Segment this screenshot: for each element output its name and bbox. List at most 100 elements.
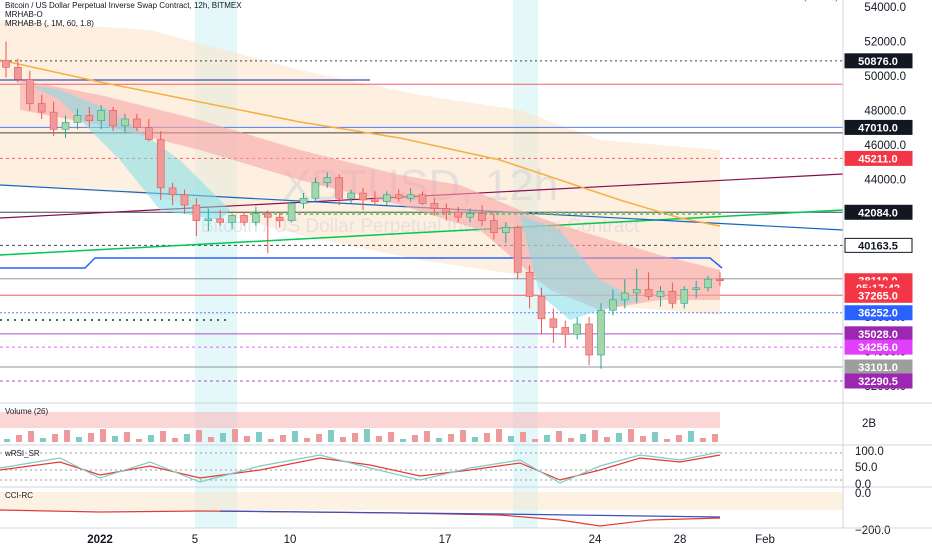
dotted-marker bbox=[189, 319, 191, 321]
dotted-marker bbox=[175, 319, 177, 321]
volume-bar bbox=[340, 437, 346, 442]
candle-body bbox=[263, 213, 272, 218]
dotted-marker bbox=[502, 212, 505, 215]
dotted-marker bbox=[514, 212, 517, 215]
price-pane[interactable]: (49518.0)(46695.0)(38225.0) bbox=[0, 0, 843, 382]
volume-bar bbox=[4, 439, 10, 442]
volume-bar bbox=[472, 437, 478, 442]
price-tag-label: 37265.0 bbox=[858, 290, 898, 302]
indicator-legend-mrhab-b[interactable]: MRHAB-B (, 1M, 60, 1.8) bbox=[5, 19, 94, 28]
candle-body bbox=[323, 177, 332, 184]
candle-body bbox=[644, 289, 653, 297]
price-tag-box bbox=[844, 373, 913, 389]
cci-pane-label[interactable]: CCI-RC bbox=[5, 491, 33, 500]
price-tick-label: 48000.0 bbox=[864, 105, 906, 117]
volume-bar bbox=[124, 432, 130, 442]
candle-body bbox=[537, 296, 546, 320]
volume-bar bbox=[400, 439, 406, 442]
dotted-marker bbox=[562, 212, 565, 215]
volume-bar bbox=[676, 435, 682, 442]
time-tick-label: 24 bbox=[589, 534, 602, 546]
dotted-marker bbox=[706, 212, 709, 215]
moving-average bbox=[0, 59, 721, 227]
price-tag-box bbox=[844, 305, 913, 321]
cci-signal bbox=[219, 510, 721, 518]
dotted-marker bbox=[556, 212, 559, 215]
volume-bar bbox=[40, 438, 46, 442]
volume-bar bbox=[16, 435, 22, 442]
dotted-marker bbox=[182, 319, 184, 321]
time-tick-label: 2022 bbox=[87, 534, 113, 546]
time-axis[interactable]: 2022 5 10 17 24 28 Feb bbox=[0, 527, 932, 546]
dotted-marker bbox=[442, 212, 445, 215]
dotted-marker bbox=[592, 212, 595, 215]
volume-bar bbox=[328, 430, 334, 442]
volume-bar bbox=[436, 438, 442, 442]
dotted-marker bbox=[532, 212, 535, 215]
candle-body bbox=[168, 187, 177, 196]
dotted-marker bbox=[346, 212, 349, 215]
candle-body bbox=[466, 213, 474, 218]
volume-bar bbox=[136, 439, 142, 442]
dotted-marker bbox=[688, 212, 691, 215]
indicator-legend-mrhab-o[interactable]: MRHAB-O bbox=[5, 10, 43, 19]
stepline bbox=[0, 257, 723, 269]
volume-bar bbox=[364, 429, 370, 442]
candle-body bbox=[442, 208, 451, 213]
dotted-marker bbox=[424, 212, 427, 215]
dotted-marker bbox=[274, 212, 277, 215]
price-tick-label: 46000.0 bbox=[864, 140, 906, 152]
volume-bar bbox=[316, 434, 322, 442]
time-tick-label: Feb bbox=[755, 534, 775, 546]
candle-body bbox=[549, 318, 558, 328]
dotted-marker bbox=[700, 212, 703, 215]
dotted-marker bbox=[250, 212, 253, 215]
time-tick-label: 17 bbox=[439, 534, 452, 546]
price-tag-box bbox=[844, 339, 913, 355]
price-tag-label: 47010.0 bbox=[858, 122, 898, 134]
volume-bar bbox=[184, 434, 190, 442]
volume-bar bbox=[592, 430, 598, 442]
dotted-marker bbox=[14, 319, 16, 321]
candle-body bbox=[61, 122, 70, 130]
candle-body bbox=[14, 66, 22, 80]
trendline-support bbox=[0, 209, 843, 256]
dotted-marker bbox=[328, 212, 331, 215]
candle-body bbox=[156, 139, 165, 189]
dotted-marker bbox=[119, 319, 121, 321]
volume-bar bbox=[700, 438, 706, 442]
volume-pane-label[interactable]: Volume (26) bbox=[5, 407, 49, 416]
candle-body bbox=[133, 118, 141, 128]
price-tag-label: 45211.0 bbox=[858, 153, 897, 165]
volume-bar bbox=[196, 430, 202, 442]
volume-bar bbox=[292, 431, 298, 442]
candle-body bbox=[121, 118, 129, 127]
dotted-marker bbox=[490, 212, 493, 215]
candle-body bbox=[371, 199, 379, 202]
dotted-marker bbox=[210, 319, 212, 321]
price-tag-label: 40163.5 bbox=[858, 240, 898, 252]
level-note: (49518.0) bbox=[804, 0, 839, 2]
dotted-marker bbox=[322, 212, 325, 215]
level-note: (38225.0) bbox=[804, 0, 839, 2]
price-tag-label: 34256.0 bbox=[858, 342, 898, 354]
dotted-marker bbox=[598, 212, 601, 215]
wrsi-axis-label: 100.0 bbox=[855, 446, 884, 458]
volume-bar bbox=[100, 429, 106, 442]
candle-body bbox=[204, 218, 213, 221]
wrsi-pane-label[interactable]: wRSI_SR bbox=[5, 449, 40, 458]
candle-body bbox=[561, 327, 570, 335]
volume-bar bbox=[280, 435, 286, 442]
dotted-marker bbox=[70, 319, 72, 321]
candle-body bbox=[359, 192, 367, 201]
dotted-marker bbox=[370, 212, 373, 215]
volume-bar bbox=[460, 430, 466, 442]
dotted-marker bbox=[334, 212, 337, 215]
volume-bar bbox=[232, 429, 238, 442]
volume-bar bbox=[244, 436, 250, 442]
indicator-panes[interactable]: 2B 100.0 50.0 0.00.0 −200.0 bbox=[0, 402, 932, 537]
volume-bar bbox=[664, 439, 670, 442]
volume-bar bbox=[508, 436, 514, 442]
dotted-marker bbox=[35, 319, 37, 321]
